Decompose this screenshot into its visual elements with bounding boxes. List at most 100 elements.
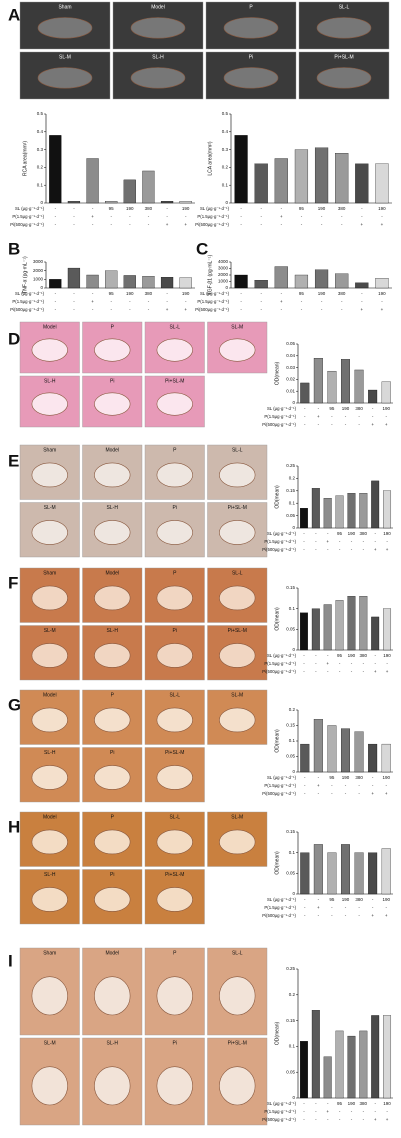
treatment-cell: - bbox=[363, 669, 365, 674]
y-tick-label: 0.05 bbox=[286, 627, 295, 632]
vessel-lumen bbox=[31, 829, 68, 855]
treatment-cell: + bbox=[166, 307, 169, 312]
treatment-cell: - bbox=[361, 291, 363, 296]
treatment-cell: - bbox=[351, 1117, 353, 1122]
bar bbox=[274, 158, 288, 204]
bar bbox=[323, 498, 332, 529]
image-label: SL-M bbox=[59, 54, 71, 60]
treatment-cell: - bbox=[110, 299, 112, 304]
treatment-label: P(1.5μg·g⁻¹·d⁻¹) bbox=[264, 414, 296, 419]
bar bbox=[371, 616, 380, 651]
treatment-cell: - bbox=[372, 406, 374, 411]
treatment-cell: - bbox=[374, 1101, 376, 1106]
treatment-cell: - bbox=[327, 1117, 329, 1122]
treatment-cell: - bbox=[327, 653, 329, 658]
treatment-cell: - bbox=[304, 897, 306, 902]
treatment-label: SL (μg·g⁻¹·d⁻¹) bbox=[15, 206, 45, 211]
treatment-label: Pi(500μg·g⁻¹·d⁻¹) bbox=[10, 307, 44, 312]
bar bbox=[375, 163, 389, 204]
treatment-cell: - bbox=[318, 897, 320, 902]
treatment-cell: - bbox=[385, 783, 387, 788]
vessel-lumen bbox=[156, 1066, 193, 1106]
vessel-lumen bbox=[94, 585, 131, 611]
treatment-cell: 95 bbox=[329, 406, 335, 411]
treatment-cell: 190 bbox=[382, 897, 390, 902]
vessel-lumen bbox=[37, 67, 93, 89]
treatment-label: Pi(500μg·g⁻¹·d⁻¹) bbox=[262, 422, 296, 427]
treatment-cell: - bbox=[381, 299, 383, 304]
bar bbox=[300, 743, 310, 773]
treatment-cell: - bbox=[55, 206, 57, 211]
bar bbox=[300, 852, 310, 895]
treatment-cell: - bbox=[386, 539, 388, 544]
treatment-cell: - bbox=[361, 214, 363, 219]
y-tick-label: 1000 bbox=[33, 277, 44, 282]
treatment-cell: 190 bbox=[348, 653, 356, 658]
treatment-cell: - bbox=[166, 214, 168, 219]
bar bbox=[299, 1041, 308, 1099]
bar bbox=[327, 725, 337, 773]
treatment-label: Pi(500μg·g⁻¹·d⁻¹) bbox=[10, 222, 44, 227]
treatment-cell: - bbox=[260, 214, 262, 219]
image-label: SL-L bbox=[232, 950, 243, 956]
treatment-cell: - bbox=[304, 775, 306, 780]
treatment-cell: - bbox=[303, 531, 305, 536]
vessel-lumen bbox=[31, 765, 68, 790]
image-label: Model bbox=[105, 570, 119, 576]
treatment-cell: - bbox=[339, 539, 341, 544]
bar bbox=[341, 844, 350, 895]
image-label: SL-M bbox=[231, 692, 243, 698]
treatment-cell: - bbox=[318, 791, 320, 796]
treatment-cell: - bbox=[361, 299, 363, 304]
bar bbox=[354, 369, 364, 404]
treatment-cell: - bbox=[303, 669, 305, 674]
treatment-cell: - bbox=[303, 1109, 305, 1114]
treatment-cell: - bbox=[73, 222, 75, 227]
treatment-cell: - bbox=[303, 539, 305, 544]
image-label: Pi bbox=[173, 1040, 177, 1046]
bar bbox=[359, 596, 368, 651]
bar bbox=[355, 163, 369, 204]
bar bbox=[313, 844, 323, 895]
treatment-cell: - bbox=[110, 214, 112, 219]
bar bbox=[368, 389, 378, 404]
image-label: SL-H bbox=[44, 378, 56, 384]
image-label: Pi+SL-M bbox=[334, 54, 353, 60]
treatment-label: P(1.5μg·g⁻¹·d⁻¹) bbox=[197, 299, 229, 304]
treatment-cell: + bbox=[374, 669, 377, 674]
treatment-label: P(1.5μg·g⁻¹·d⁻¹) bbox=[264, 1109, 296, 1114]
treatment-cell: - bbox=[315, 669, 317, 674]
treatment-cell: + bbox=[374, 547, 377, 552]
y-tick-label: 3000 bbox=[33, 259, 44, 264]
bar bbox=[254, 163, 268, 204]
image-label: P bbox=[111, 324, 115, 330]
y-tick-label: 0.15 bbox=[286, 723, 295, 728]
treatment-cell: 380 bbox=[355, 897, 363, 902]
image-label: SL-L bbox=[232, 570, 243, 576]
y-axis-label: OD(mean) bbox=[274, 485, 280, 509]
treatment-cell: - bbox=[341, 299, 343, 304]
y-tick-label: 0.5 bbox=[222, 111, 229, 116]
treatment-cell: - bbox=[315, 661, 317, 666]
treatment-cell: - bbox=[374, 531, 376, 536]
treatment-label: SL (μg·g⁻¹·d⁻¹) bbox=[200, 291, 230, 296]
image-label: Pi+SL-M bbox=[165, 750, 184, 756]
vessel-lumen bbox=[31, 707, 68, 733]
bar bbox=[327, 852, 337, 895]
vessel-lumen bbox=[316, 17, 372, 39]
bar bbox=[105, 201, 118, 204]
vessel-lumen bbox=[156, 585, 193, 611]
bar bbox=[368, 743, 378, 773]
bar bbox=[347, 596, 356, 651]
image-label: Pi bbox=[249, 54, 253, 60]
y-tick-label: 0.2 bbox=[289, 992, 296, 997]
vessel-lumen bbox=[223, 17, 279, 39]
y-tick-label: 0 bbox=[40, 285, 43, 290]
vessel-lumen bbox=[156, 976, 193, 1016]
y-tick-label: 0.4 bbox=[37, 129, 44, 134]
treatment-cell: - bbox=[129, 214, 131, 219]
treatment-cell: + bbox=[360, 222, 363, 227]
vessel-lumen bbox=[219, 829, 256, 855]
treatment-cell: 95 bbox=[337, 531, 343, 536]
treatment-cell: + bbox=[280, 299, 283, 304]
